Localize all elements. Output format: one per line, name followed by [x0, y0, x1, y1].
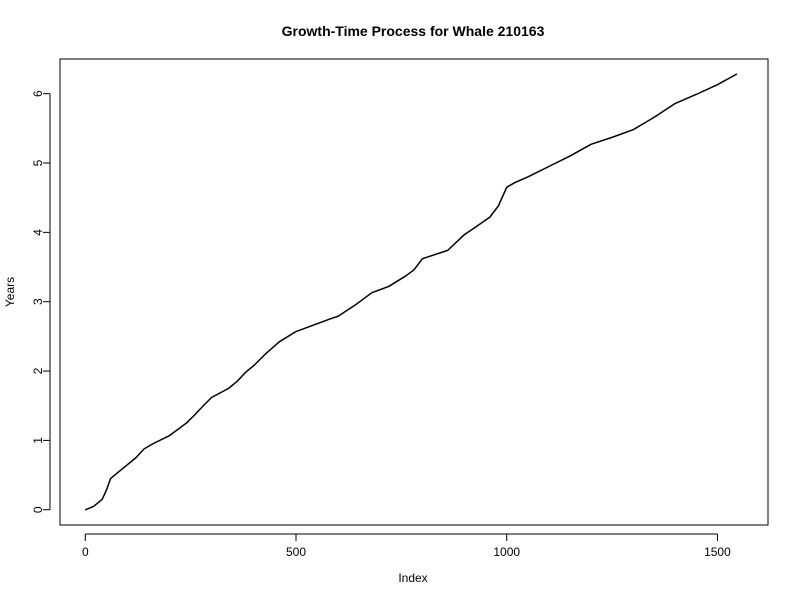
- x-tick-label: 500: [286, 545, 306, 559]
- y-tick-label: 1: [31, 437, 45, 444]
- y-axis: 0 1 2 3 4 5 6: [31, 90, 51, 513]
- y-tick-label: 2: [31, 367, 45, 374]
- y-axis-label: Years: [3, 277, 17, 307]
- x-tick-label: 1000: [493, 545, 520, 559]
- x-tick-label: 1500: [704, 545, 731, 559]
- y-tick-label: 4: [31, 229, 45, 236]
- y-tick-label: 3: [31, 298, 45, 305]
- y-tick-label: 5: [31, 159, 45, 166]
- x-axis: 0 500 1000 1500: [82, 533, 731, 559]
- series-line: [84, 73, 738, 511]
- chart-title: Growth-Time Process for Whale 210163: [282, 23, 545, 39]
- y-tick-label: 0: [31, 506, 45, 513]
- series-layer: [84, 73, 738, 511]
- plot-border: [59, 58, 769, 526]
- x-axis-label: Index: [398, 571, 427, 585]
- x-tick-label: 0: [82, 545, 89, 559]
- y-tick-label: 6: [31, 90, 45, 97]
